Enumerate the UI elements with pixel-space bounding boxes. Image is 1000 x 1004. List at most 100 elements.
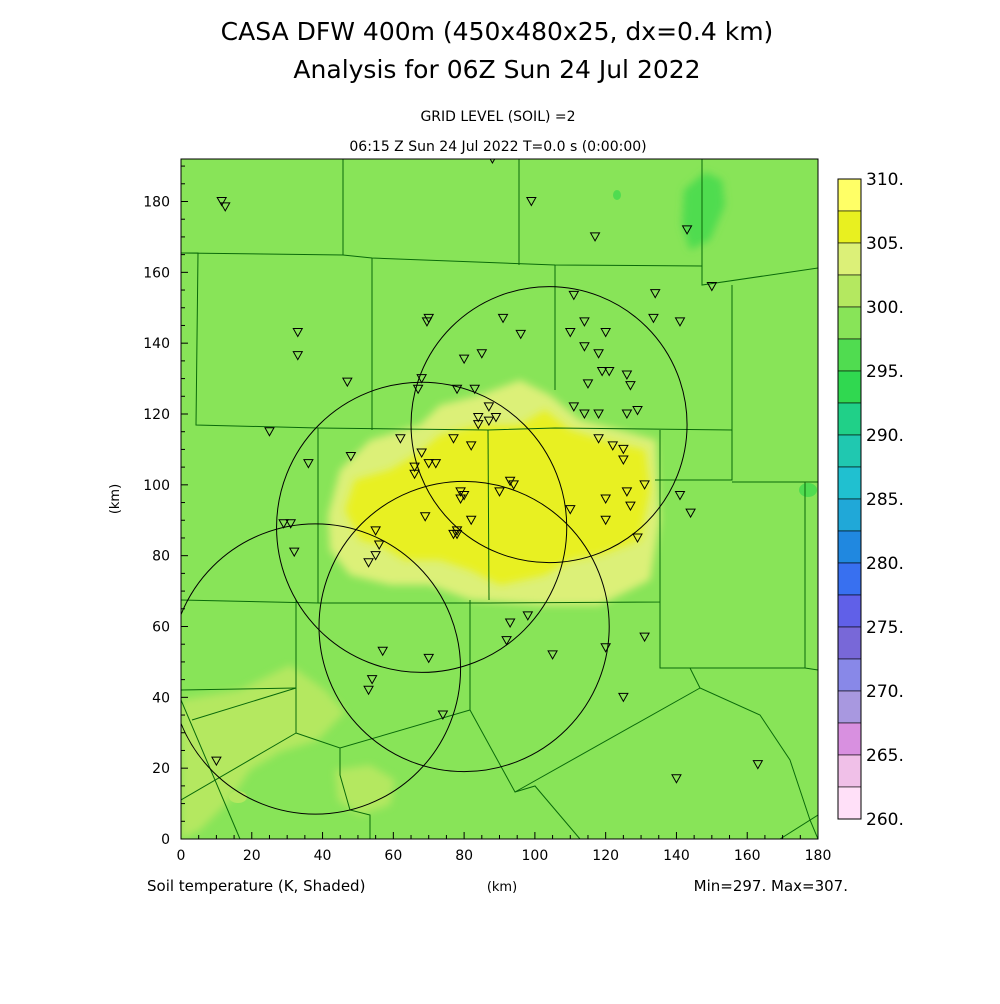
station-marker <box>494 487 505 497</box>
station-marker <box>219 202 231 212</box>
station-marker <box>377 646 389 657</box>
y-axis: 0 20 40 60 80 100 120 140 160 180 <box>143 165 188 848</box>
station-marker <box>674 490 686 501</box>
station-marker <box>632 405 643 416</box>
y-tick-label: 100 <box>143 478 170 494</box>
colorbar-swatch <box>837 274 862 308</box>
y-tick-label: 0 <box>161 832 170 848</box>
y-tick-label: 20 <box>152 761 170 777</box>
station-marker <box>483 416 495 427</box>
station-marker <box>409 469 420 480</box>
cool-spot-east <box>799 483 817 497</box>
station-marker <box>522 611 534 621</box>
chart-subtitle: Analysis for 06Z Sun 24 Jul 2022 <box>293 55 700 84</box>
x-tick-label: 80 <box>455 848 473 864</box>
station-marker <box>618 444 629 455</box>
plot-area <box>181 159 818 839</box>
station-marker <box>582 379 594 389</box>
station-marker <box>216 197 228 207</box>
colorbar-label: 260. <box>866 810 904 830</box>
colorbar-swatch <box>837 242 862 276</box>
colorbar-label: 305. <box>866 234 904 254</box>
colorbar-swatch <box>837 466 862 500</box>
station-marker <box>508 480 520 490</box>
colorbar: 310. 305. 300. 295. 290. 285. 280. 275. 270. 265.… <box>837 170 904 830</box>
colorbar-frame <box>837 178 862 820</box>
colorbar-label: 300. <box>866 298 904 318</box>
station-marker <box>618 455 629 466</box>
x-tick-label: 100 <box>522 848 549 864</box>
station-marker <box>501 636 512 646</box>
x-tick-label: 140 <box>663 848 690 864</box>
hot-core <box>345 410 650 585</box>
colorbar-swatch <box>837 658 862 692</box>
y-tick-label: 80 <box>152 549 170 565</box>
station-marker <box>437 710 449 721</box>
colorbar-label: 310. <box>866 170 904 190</box>
station-marker <box>621 409 633 420</box>
y-tick-label: 60 <box>152 620 170 636</box>
station-marker <box>593 349 604 359</box>
station-marker <box>618 692 629 703</box>
station-marker <box>621 487 633 497</box>
colorbar-swatch <box>837 306 862 340</box>
x-tick-label: 160 <box>734 848 761 864</box>
station-marker <box>455 494 466 505</box>
colorbar-swatch <box>837 754 862 788</box>
colorbar-swatch <box>837 722 862 756</box>
station-marker <box>458 354 470 365</box>
field-description: Soil temperature (K, Shaded) <box>147 877 365 895</box>
station-marker <box>593 434 604 444</box>
station-marker <box>421 317 433 327</box>
station-marker <box>625 501 636 512</box>
valid-time-label: 06:15 Z Sun 24 Jul 2022 T=0.0 s (0:00:00… <box>349 139 646 155</box>
colorbar-label: 275. <box>866 618 904 638</box>
station-marker <box>412 384 424 395</box>
colorbar-swatch <box>837 562 862 596</box>
station-marker <box>292 351 304 361</box>
station-marker <box>419 512 431 522</box>
station-marker <box>448 434 459 444</box>
colorbar-label: 265. <box>866 746 904 766</box>
station-marker <box>465 441 477 451</box>
x-axis-label: (km) <box>487 880 517 895</box>
colorbar-label: 290. <box>866 426 904 446</box>
colorbar-label: 270. <box>866 682 904 702</box>
station-marker <box>603 367 615 377</box>
station-marker <box>600 494 612 505</box>
colorbar-swatch <box>837 498 862 532</box>
station-marker <box>564 328 576 338</box>
colorbar-swatch <box>837 594 862 628</box>
warm-region-south <box>335 765 395 815</box>
station-marker <box>752 760 764 770</box>
station-marker <box>593 409 604 420</box>
station-marker <box>285 519 297 529</box>
station-marker <box>288 547 300 558</box>
station-marker <box>706 282 718 292</box>
station-marker <box>504 618 516 628</box>
station-marker <box>568 290 580 301</box>
station-marker <box>483 402 495 412</box>
x-axis: 0 20 40 60 80 100 120 140 160 180 <box>177 832 832 864</box>
station-marker <box>579 409 590 420</box>
y-tick-label: 40 <box>152 690 170 706</box>
station-marker <box>632 533 643 543</box>
colorbar-swatch <box>837 626 862 660</box>
colorbar-swatch <box>837 210 862 244</box>
station-marker <box>568 402 580 412</box>
station-marker <box>264 427 275 437</box>
colorbar-swatch <box>837 530 862 564</box>
station-marker <box>373 540 385 551</box>
station-marker <box>292 328 304 338</box>
x-tick-label: 180 <box>805 848 832 864</box>
radar-circle-4 <box>181 523 462 815</box>
station-marker <box>547 650 558 660</box>
colorbar-label: 285. <box>866 490 904 510</box>
station-marker <box>409 462 420 473</box>
y-tick-label: 120 <box>143 407 170 423</box>
station-marker <box>469 384 481 395</box>
station-marker <box>451 529 463 540</box>
colorbar-swatch <box>837 178 862 212</box>
station-marker <box>607 441 619 451</box>
